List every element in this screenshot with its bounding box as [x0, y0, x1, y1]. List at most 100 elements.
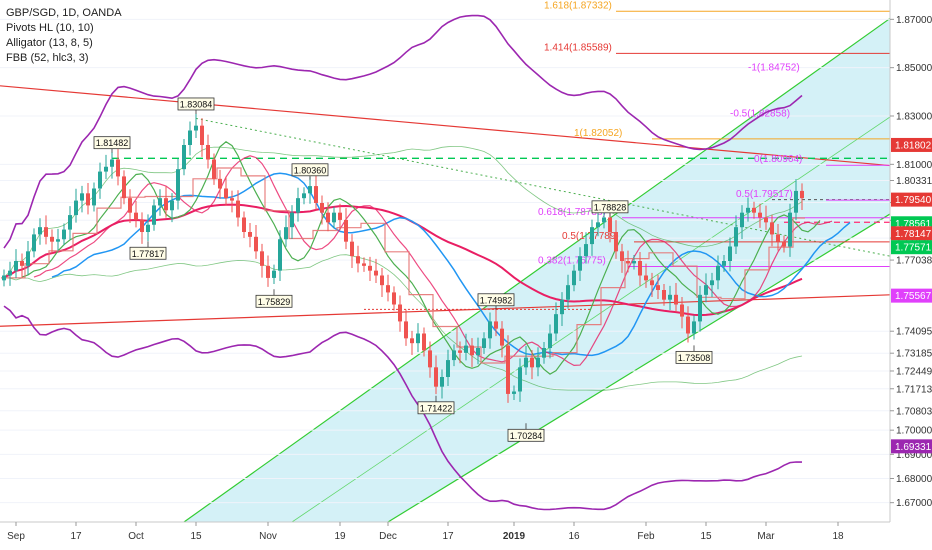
legend-fbb[interactable]: FBB (52, hlc3, 3) [6, 52, 89, 64]
candle [80, 185, 84, 213]
pivot-label-text: 1.78828 [594, 202, 627, 212]
fbb-upper-band [3, 14, 803, 249]
candle-body [746, 207, 750, 213]
candle-body [392, 292, 396, 305]
candle [686, 306, 690, 343]
candle [320, 195, 324, 225]
candle-body [500, 328, 504, 346]
candle-body [110, 159, 114, 167]
legend-pivots[interactable]: Pivots HL (10, 10) [6, 22, 94, 34]
candle-body [758, 212, 762, 218]
price-tick-label: 1.70000 [896, 426, 932, 437]
time-axis-bg [0, 522, 932, 550]
candle-body [770, 222, 774, 235]
symbol-title[interactable]: GBP/SGD, 1D, OANDA [6, 7, 122, 19]
candle-body [788, 212, 792, 247]
candle [500, 321, 504, 358]
pivot-label: 1.80360 [291, 163, 329, 180]
candle-body [530, 357, 534, 368]
candle-body [752, 207, 756, 213]
candle [140, 212, 144, 244]
price-tick-label: 1.80331 [896, 176, 932, 187]
candle [488, 312, 492, 349]
candle-body [452, 350, 456, 361]
fbb-inner-lower [3, 254, 803, 391]
candle [746, 197, 750, 222]
candle-body [326, 212, 330, 223]
candle [554, 302, 558, 341]
candle [50, 229, 54, 254]
candle-body [38, 227, 42, 235]
candle [782, 235, 786, 253]
candle [8, 261, 12, 286]
candle [740, 205, 744, 240]
candle [32, 228, 36, 258]
time-tick-label: Feb [637, 531, 655, 542]
candle [164, 186, 168, 218]
candle [98, 162, 102, 199]
candle [638, 252, 642, 286]
candle-body [620, 251, 624, 261]
candle [692, 315, 696, 340]
price-badge-bg [891, 240, 932, 255]
price-badge: 1.77571 [891, 240, 932, 255]
pivot-label: 1.73508 [675, 345, 713, 364]
candle [266, 255, 270, 287]
candle-body [14, 261, 18, 271]
time-tick-label: Sep [7, 531, 25, 542]
candle-body [170, 200, 174, 211]
candle [536, 347, 540, 377]
candle [122, 170, 126, 205]
candle [338, 203, 342, 231]
candle-body [482, 338, 486, 348]
candle [326, 202, 330, 232]
candle-body [320, 203, 324, 213]
fbb-lower-band [3, 305, 803, 511]
candle [404, 309, 408, 346]
time-tick-label: 15 [190, 531, 202, 542]
candle [110, 152, 114, 179]
candle [518, 358, 522, 402]
candle-body [560, 299, 564, 315]
legend-alligator[interactable]: Alligator (13, 8, 5) [6, 37, 93, 49]
fib-level-label: 1(1.82052) [574, 128, 622, 139]
price-tick-label: 1.67000 [896, 498, 932, 509]
candle-body [548, 333, 552, 348]
candle [458, 341, 462, 364]
candle [734, 215, 738, 254]
candle-body [254, 236, 258, 252]
price-badge-bg [891, 137, 932, 152]
candle [20, 253, 24, 278]
candle-body [158, 198, 162, 206]
price-badge-bg [891, 288, 932, 303]
candle [290, 205, 294, 240]
price-badge-label: 1.69331 [895, 442, 932, 453]
candle-body [374, 270, 378, 276]
candle [434, 355, 438, 395]
time-tick-label: Oct [128, 531, 144, 542]
candle-body [206, 145, 210, 160]
candle-body [704, 285, 708, 295]
candle-body [572, 270, 576, 286]
time-tick-label: 17 [70, 531, 82, 542]
candle-body [494, 321, 498, 329]
candle [494, 309, 498, 337]
candle-body [416, 333, 420, 344]
candle-body [92, 188, 96, 206]
candle [470, 338, 474, 368]
candle-body [584, 244, 588, 257]
price-badge-label: 1.75567 [895, 291, 932, 302]
candle [452, 344, 456, 367]
pivot-label: 1.71422 [417, 395, 455, 415]
pivot-label-text: 1.70284 [510, 431, 543, 441]
candle-body [662, 290, 666, 300]
candle-body [308, 186, 312, 194]
candle-body [176, 169, 180, 201]
candle [602, 211, 606, 229]
channel-upper-line [183, 7, 905, 523]
candle-body [800, 190, 804, 199]
pivot-label-box [417, 401, 455, 415]
fib-level-label: 0.5(1.79517) [736, 189, 793, 200]
candle [260, 243, 264, 278]
